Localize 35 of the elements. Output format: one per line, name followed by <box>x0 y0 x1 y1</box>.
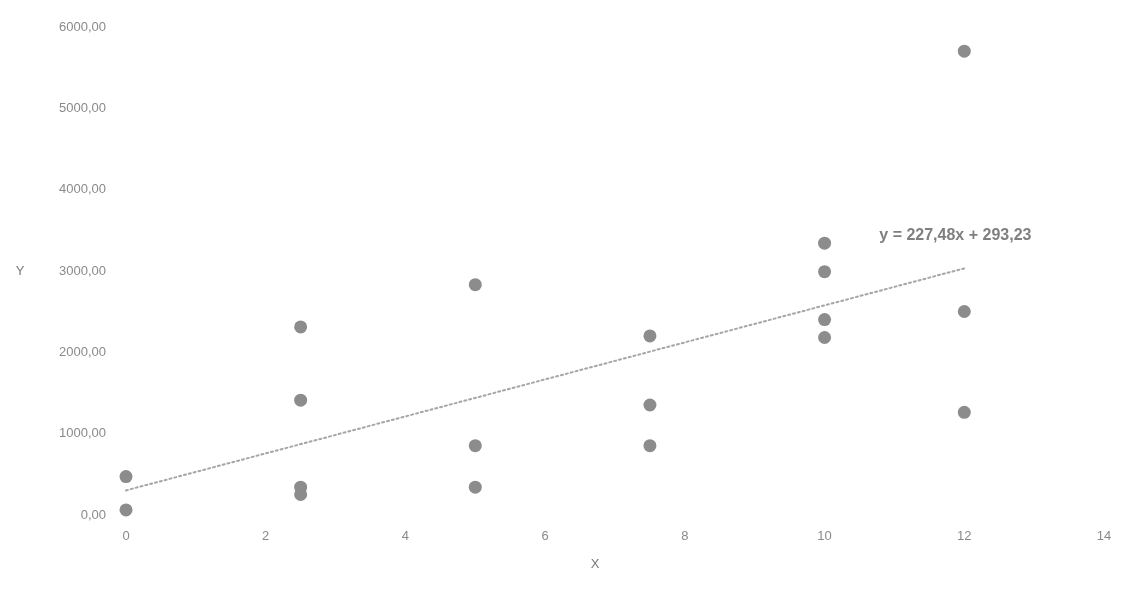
y-tick-label: 6000,00 <box>59 18 106 34</box>
y-tick-label: 3000,00 <box>59 262 106 278</box>
x-axis-title: X <box>590 556 600 571</box>
point <box>818 331 832 345</box>
x-tick-label: 8 <box>681 528 689 543</box>
point <box>957 44 971 58</box>
x-tick-label: 0 <box>122 528 130 543</box>
point <box>119 503 133 517</box>
y-tick-label: 0,00 <box>80 506 106 522</box>
point <box>957 304 971 318</box>
point <box>468 278 482 292</box>
point <box>294 320 308 334</box>
point <box>643 398 657 412</box>
point <box>818 236 832 250</box>
point <box>468 480 482 494</box>
point <box>818 313 832 327</box>
point <box>818 265 832 279</box>
x-tick-label: 2 <box>262 528 270 543</box>
y-tick-label: 5000,00 <box>59 99 106 115</box>
point <box>957 405 971 419</box>
annotation: y = 227,48x + 293,23 <box>879 226 1032 244</box>
x-tick-label: 12 <box>957 528 972 543</box>
x-tick-label: 10 <box>817 528 832 543</box>
y-tick-label: 4000,00 <box>59 181 106 197</box>
x-tick-label: 14 <box>1096 528 1112 543</box>
y-axis-title: Y <box>15 262 25 278</box>
x-tick-label: 6 <box>541 528 549 543</box>
y-tick-label: 1000,00 <box>59 425 106 441</box>
y-tick-label: 2000,00 <box>59 343 106 359</box>
point <box>468 439 482 453</box>
point <box>119 470 133 484</box>
point <box>643 329 657 343</box>
point <box>643 439 657 453</box>
point <box>294 393 308 407</box>
x-tick-label: 4 <box>401 528 410 543</box>
